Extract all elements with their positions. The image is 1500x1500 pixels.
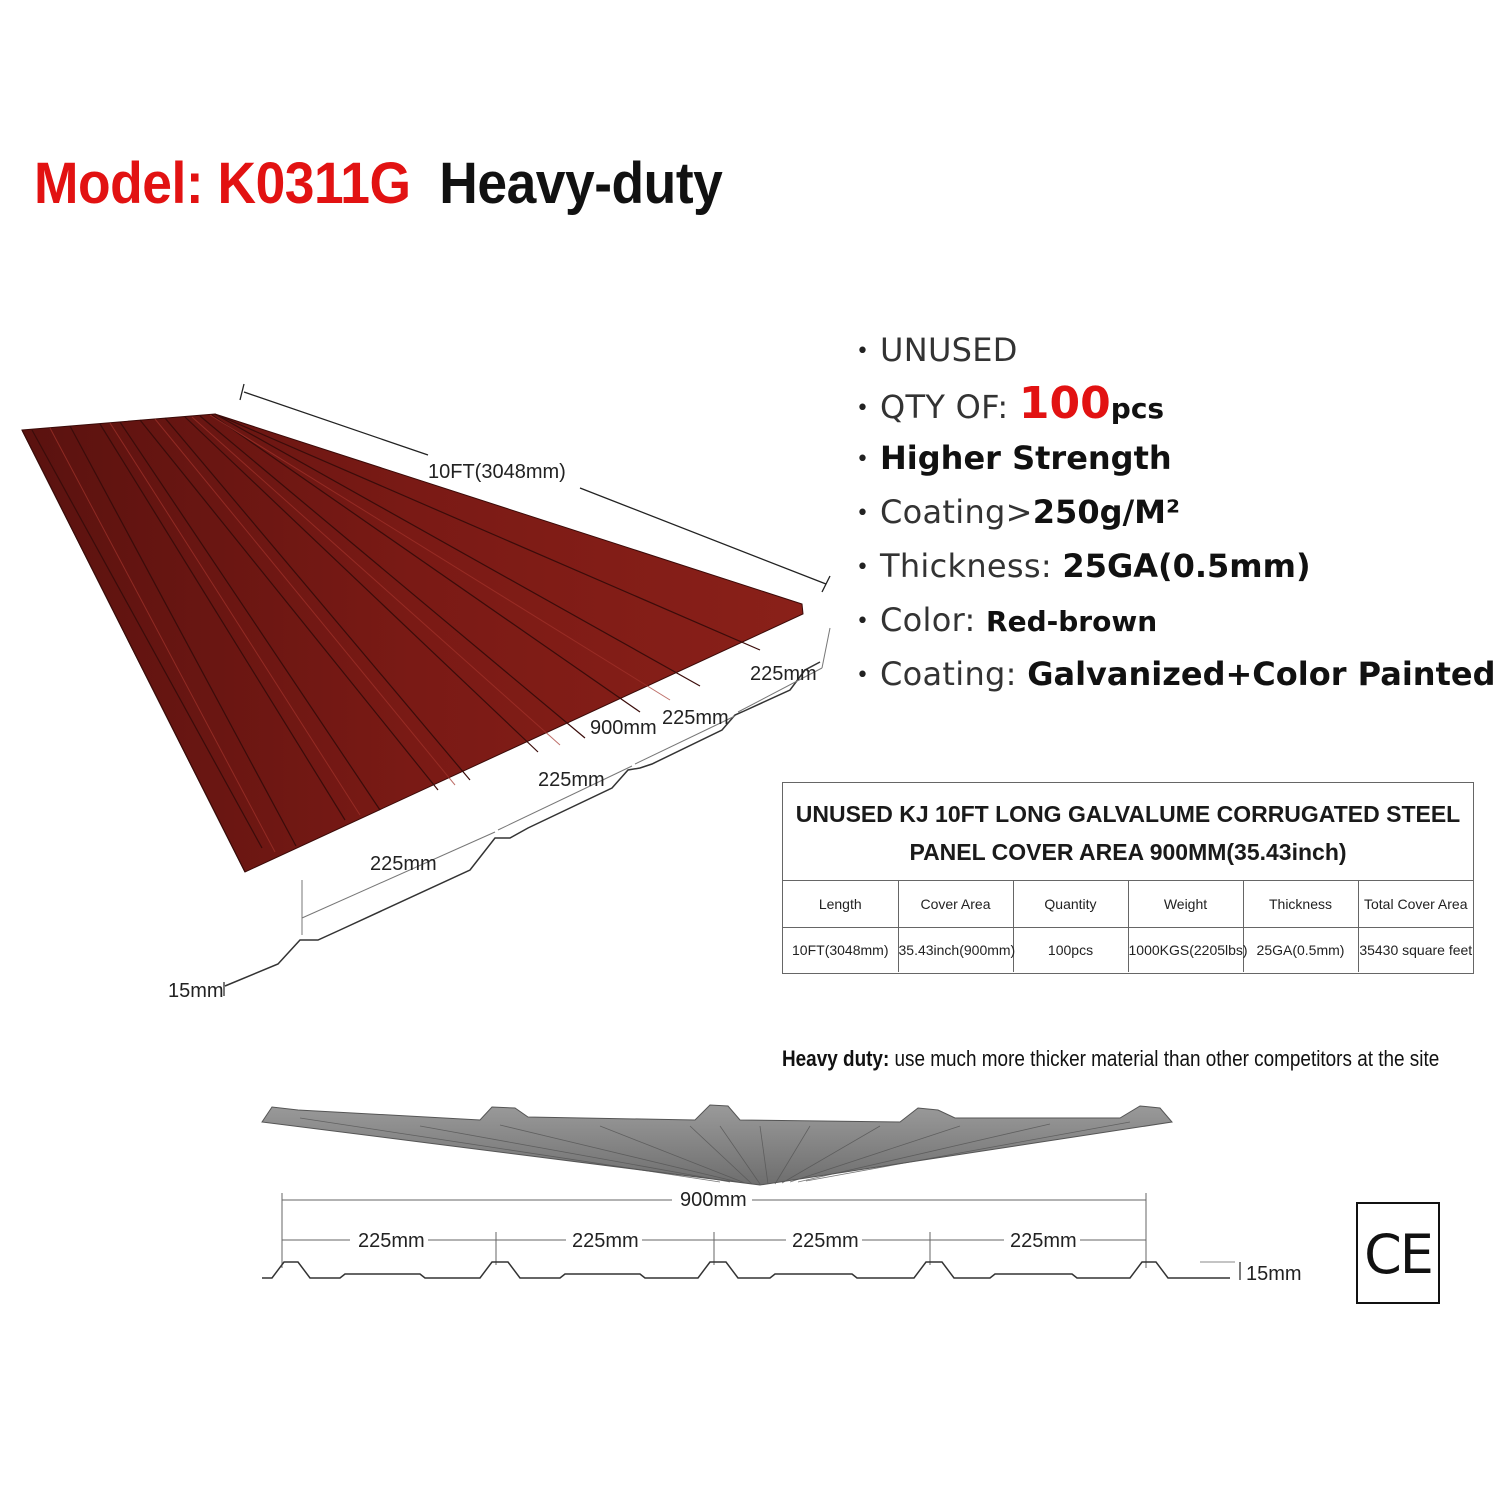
profile-cross-section [262, 1261, 1230, 1279]
table-cell: 10FT(3048mm) [783, 927, 899, 972]
table-row: 10FT(3048mm) 35.43inch(900mm) 100pcs 100… [783, 927, 1473, 972]
quantity-number: 100 [1018, 378, 1111, 429]
table-cell: 100pcs [1013, 927, 1129, 972]
spec-item: • Color: Red-brown [856, 601, 1158, 639]
column-header: Length [783, 881, 899, 928]
note-text: use much more thicker material than othe… [889, 1046, 1440, 1071]
note-bold: Heavy duty: [782, 1046, 890, 1071]
spec-item: • UNUSED [856, 331, 1018, 369]
column-header: Cover Area [898, 881, 1014, 928]
profile-rib-label-2: 225mm [572, 1230, 639, 1252]
table-cell: 25GA(0.5mm) [1243, 927, 1359, 972]
model-label: Model: K0311G [34, 151, 411, 216]
rib-label-4: 225mm [750, 663, 817, 685]
height-label: 15mm [168, 980, 224, 1002]
table-header-row: Length Cover Area Quantity Weight Thickn… [783, 881, 1473, 928]
product-info-table: UNUSED KJ 10FT LONG GALVALUME CORRUGATED… [782, 782, 1474, 974]
rib-label-2: 225mm [538, 769, 605, 791]
profile-rib-label-4: 225mm [1010, 1230, 1077, 1252]
panel-sheet [21, 413, 804, 873]
column-header: Thickness [1243, 881, 1359, 928]
length-label: 10FT(3048mm) [428, 461, 566, 483]
length-dimension [239, 383, 831, 593]
column-header: Quantity [1013, 881, 1129, 928]
table-cell: 1000KGS(2205lbs) [1128, 927, 1248, 972]
column-header: Total Cover Area [1358, 881, 1473, 928]
width-label: 900mm [590, 717, 657, 739]
profile-diagram: 900mm 225mm 225mm 225mm 225mm 15mm [261, 1104, 1302, 1285]
table-heading: UNUSED KJ 10FT LONG GALVALUME CORRUGATED… [783, 783, 1473, 881]
profile-height-label: 15mm [1246, 1263, 1302, 1285]
profile-sheet [261, 1104, 1173, 1186]
ce-mark-icon: CE [1356, 1202, 1440, 1304]
total-width-label: 900mm [680, 1189, 747, 1211]
rib-label-3: 225mm [662, 707, 729, 729]
spec-item: • QTY OF: 100pcs [856, 378, 1165, 429]
spec-item: • Higher Strength [856, 439, 1172, 477]
duty-label: Heavy-duty [439, 151, 723, 216]
table-cell: 35.43inch(900mm) [898, 927, 1015, 972]
profile-rib-label-3: 225mm [792, 1230, 859, 1252]
spec-item: • Thickness: 25GA(0.5mm) [856, 547, 1311, 585]
table-cell: 35430 square feet [1359, 942, 1473, 958]
page-title: Model: K0311G Heavy-duty [34, 150, 723, 217]
spec-item: • Coating: Galvanized+Color Painted [856, 655, 1496, 693]
panel-ribs [21, 413, 761, 873]
rib-label-1: 225mm [370, 853, 437, 875]
heavy-duty-note: Heavy duty: use much more thicker materi… [782, 1046, 1439, 1072]
column-header: Weight [1128, 881, 1244, 928]
spec-list: • UNUSED • QTY OF: 100pcs • Higher Strength… [856, 330, 1495, 708]
profile-rib-label-1: 225mm [358, 1230, 425, 1252]
panel-3d-diagram: 10FT(3048mm) 225mm 225mm 225mm 225mm 900… [21, 383, 831, 1002]
panel-profile-line [224, 661, 821, 987]
spec-item: • Coating>250g/M² [856, 493, 1181, 531]
